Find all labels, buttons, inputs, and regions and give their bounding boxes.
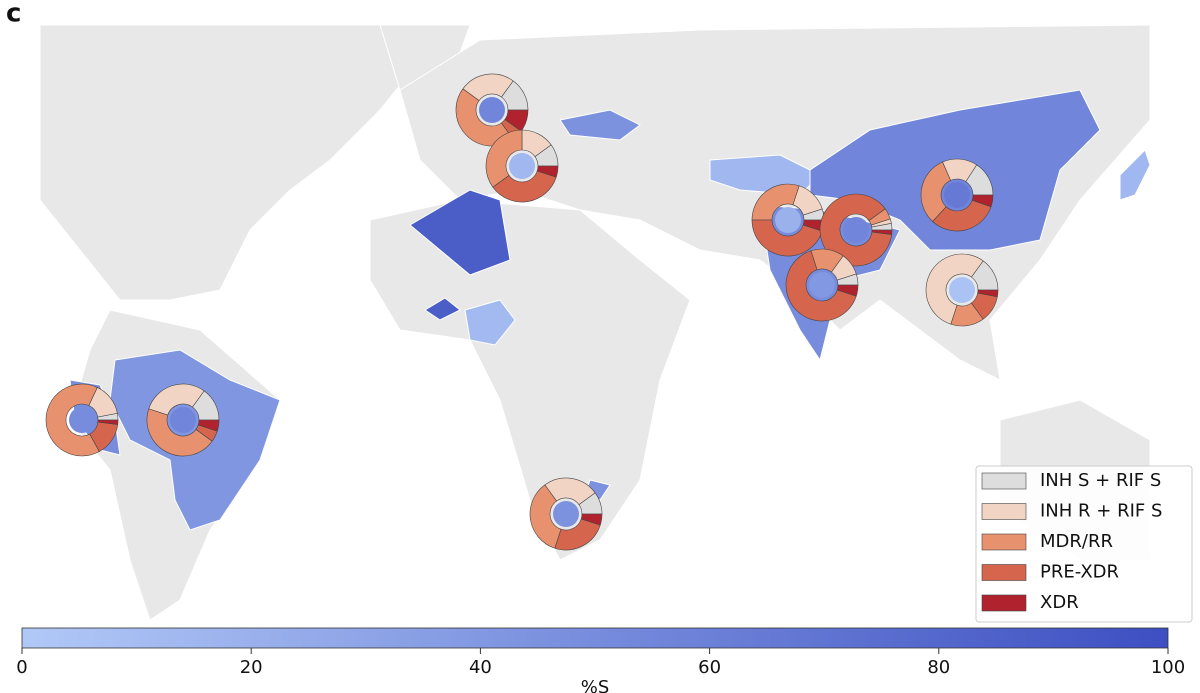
donut-center xyxy=(553,501,579,527)
donut-segment xyxy=(751,219,823,257)
legend-swatch xyxy=(981,533,1027,551)
colorbar-label: %S xyxy=(581,677,610,693)
legend-box xyxy=(975,465,1193,623)
donut-segment xyxy=(836,284,859,297)
region xyxy=(424,297,461,321)
legend-swatch xyxy=(981,594,1027,612)
donut-segment xyxy=(819,193,893,267)
donut-center xyxy=(509,153,535,179)
colorbar-tick-label: 0 xyxy=(16,657,27,678)
legend-label: MDR/RR xyxy=(1040,531,1113,552)
africa xyxy=(369,199,691,561)
donut-segment xyxy=(925,253,984,325)
donut-center xyxy=(170,407,196,433)
region xyxy=(409,189,511,276)
region xyxy=(464,299,516,346)
colorbar-tick-label: 40 xyxy=(469,657,492,678)
legend-swatch xyxy=(981,564,1027,581)
donut-segment xyxy=(977,289,999,298)
donut-segment xyxy=(504,109,529,132)
colorbar-tick-label: 100 xyxy=(1151,657,1185,678)
donut-segment xyxy=(485,129,523,188)
donut-segment xyxy=(529,484,562,549)
colorbar-tick-label: 80 xyxy=(927,657,950,678)
donut-segment xyxy=(97,419,119,425)
north-america xyxy=(39,24,421,301)
donut-segment xyxy=(146,408,213,457)
donut-center xyxy=(479,97,505,123)
legend: INH S + RIF S INH R + RIF S MDR/RR PRE-XDR X… xyxy=(981,470,1162,613)
legend-swatch xyxy=(981,472,1027,490)
region xyxy=(1119,149,1151,201)
legend-label: XDR xyxy=(1040,592,1079,613)
donut-center xyxy=(949,277,975,303)
donut-segment xyxy=(932,199,992,232)
donut-segment xyxy=(492,170,557,203)
donut-center xyxy=(809,272,835,298)
donut-segment xyxy=(197,419,220,432)
legend-label: INH R + RIF S xyxy=(1040,501,1162,522)
donuts xyxy=(45,73,999,551)
donut-segment xyxy=(785,250,857,322)
donut-segment xyxy=(971,194,994,208)
donut-segment xyxy=(45,383,100,457)
colorbar xyxy=(21,627,1169,649)
donut-segment xyxy=(580,513,603,526)
donut-segment xyxy=(871,229,893,235)
donut-center xyxy=(944,182,970,208)
legend-swatch xyxy=(981,503,1027,520)
legend-label: INH S + RIF S xyxy=(1040,470,1161,491)
colorbar-ticks: 0 20 40 60 80 100 xyxy=(16,648,1185,678)
colorbar-tick-label: 20 xyxy=(240,657,263,678)
donut-segment xyxy=(920,161,951,222)
donut-segment xyxy=(536,165,559,178)
donut-center xyxy=(69,407,95,433)
region xyxy=(559,109,641,141)
colorbar-tick-label: 60 xyxy=(698,657,721,678)
legend-label: PRE-XDR xyxy=(1040,562,1119,583)
donut-center xyxy=(843,217,869,243)
donut-center xyxy=(775,207,801,233)
panel-label: c xyxy=(6,0,21,29)
